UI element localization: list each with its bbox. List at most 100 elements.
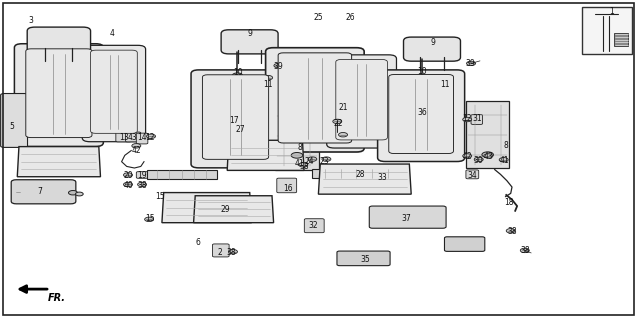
Text: 17: 17 <box>228 116 239 125</box>
Text: 7: 7 <box>37 187 42 196</box>
Text: 32: 32 <box>308 221 319 230</box>
Text: 10: 10 <box>233 68 243 77</box>
Text: 15: 15 <box>145 214 155 223</box>
Circle shape <box>299 163 308 167</box>
Circle shape <box>463 117 472 122</box>
Text: 40: 40 <box>123 181 133 190</box>
Circle shape <box>499 158 508 162</box>
Text: 9: 9 <box>431 38 436 47</box>
Circle shape <box>442 81 451 85</box>
Text: 10: 10 <box>417 67 428 76</box>
Text: 34: 34 <box>467 171 477 180</box>
Text: 36: 36 <box>417 108 428 117</box>
FancyBboxPatch shape <box>277 178 297 193</box>
Text: 12: 12 <box>463 114 472 123</box>
Text: 39: 39 <box>273 62 284 71</box>
FancyBboxPatch shape <box>12 180 76 204</box>
FancyBboxPatch shape <box>91 50 137 133</box>
FancyBboxPatch shape <box>191 70 280 168</box>
Bar <box>614 33 628 46</box>
Text: 35: 35 <box>360 256 370 264</box>
Text: 38: 38 <box>507 227 517 236</box>
Circle shape <box>417 80 427 85</box>
Text: 23: 23 <box>319 157 329 166</box>
Text: 38: 38 <box>299 162 309 171</box>
Text: 4: 4 <box>109 29 115 38</box>
Text: 14: 14 <box>137 133 147 142</box>
Circle shape <box>339 133 348 137</box>
Text: 8: 8 <box>297 143 302 152</box>
FancyBboxPatch shape <box>388 74 454 153</box>
Circle shape <box>124 182 132 187</box>
Text: 11: 11 <box>263 80 272 88</box>
Circle shape <box>147 134 156 139</box>
FancyBboxPatch shape <box>466 170 479 179</box>
FancyBboxPatch shape <box>212 244 229 257</box>
Bar <box>275 103 319 170</box>
FancyBboxPatch shape <box>136 172 148 178</box>
Polygon shape <box>162 193 252 223</box>
FancyBboxPatch shape <box>202 75 269 159</box>
FancyBboxPatch shape <box>337 251 390 266</box>
Text: 12: 12 <box>146 133 155 142</box>
Text: 30: 30 <box>474 156 484 165</box>
Text: 19: 19 <box>137 171 147 180</box>
FancyBboxPatch shape <box>14 44 104 146</box>
Circle shape <box>274 63 283 68</box>
Bar <box>147 170 217 179</box>
Circle shape <box>138 182 147 187</box>
Circle shape <box>291 152 303 158</box>
Text: 15: 15 <box>155 192 165 201</box>
Circle shape <box>520 248 529 253</box>
Text: 37: 37 <box>401 214 412 223</box>
Bar <box>312 169 401 178</box>
Text: 13: 13 <box>118 133 129 142</box>
Circle shape <box>264 75 273 80</box>
Text: 29: 29 <box>220 205 230 214</box>
Bar <box>466 101 509 168</box>
Circle shape <box>76 192 83 196</box>
Circle shape <box>228 249 237 254</box>
Text: 42: 42 <box>462 152 472 161</box>
Text: 8: 8 <box>503 141 508 150</box>
Circle shape <box>482 152 493 158</box>
Circle shape <box>132 144 141 148</box>
Circle shape <box>463 154 472 158</box>
Polygon shape <box>193 196 274 223</box>
FancyBboxPatch shape <box>378 70 465 162</box>
Text: 18: 18 <box>504 198 513 207</box>
Text: 41: 41 <box>294 159 305 168</box>
FancyBboxPatch shape <box>116 132 131 142</box>
FancyBboxPatch shape <box>1 94 28 147</box>
Text: 43: 43 <box>483 152 493 161</box>
Text: 39: 39 <box>465 59 476 68</box>
Circle shape <box>145 217 154 222</box>
FancyBboxPatch shape <box>445 237 485 251</box>
Circle shape <box>68 191 77 195</box>
FancyBboxPatch shape <box>334 105 349 116</box>
FancyBboxPatch shape <box>471 114 483 124</box>
FancyBboxPatch shape <box>136 133 148 144</box>
Text: 5: 5 <box>9 122 14 131</box>
Text: 21: 21 <box>339 103 348 112</box>
Text: 6: 6 <box>196 238 201 247</box>
Circle shape <box>232 73 243 78</box>
Circle shape <box>333 119 342 124</box>
Text: 22: 22 <box>333 119 342 128</box>
FancyBboxPatch shape <box>305 219 324 233</box>
Text: 2: 2 <box>217 248 222 256</box>
Circle shape <box>322 157 331 161</box>
Text: 38: 38 <box>227 248 237 256</box>
Text: 20: 20 <box>123 171 133 180</box>
FancyBboxPatch shape <box>369 206 446 228</box>
Circle shape <box>124 173 132 177</box>
Text: 16: 16 <box>283 184 293 193</box>
Text: 24: 24 <box>305 157 315 166</box>
Circle shape <box>506 229 515 233</box>
Text: 25: 25 <box>313 13 323 22</box>
Text: 33: 33 <box>378 173 388 182</box>
Circle shape <box>467 61 476 66</box>
FancyBboxPatch shape <box>26 49 92 138</box>
Circle shape <box>484 154 493 158</box>
Text: 41: 41 <box>499 156 509 165</box>
